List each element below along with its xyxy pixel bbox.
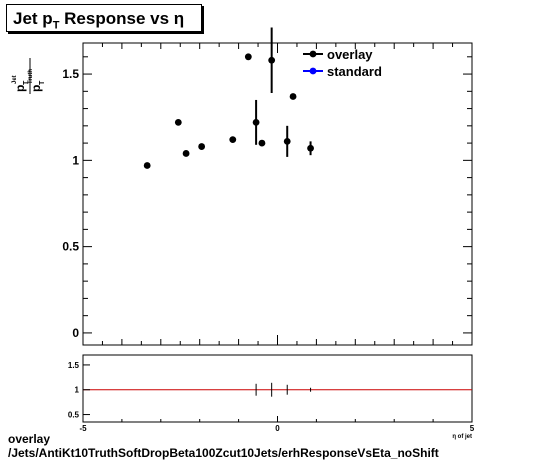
y-tick-label: 0.5 [62, 240, 79, 254]
data-point [283, 137, 291, 145]
data-point [307, 144, 314, 152]
footer-path: /Jets/AntiKt10TruthSoftDropBeta100Zcut10… [8, 446, 439, 460]
y-label-den-sub: T [39, 80, 46, 85]
data-point [268, 56, 276, 64]
main-plot-frame [82, 42, 473, 346]
y-label-num: p [13, 85, 27, 92]
legend-marker [309, 67, 317, 75]
y-label-num-sub: T [23, 80, 30, 85]
ratio-x-axis-label: η of jet [452, 434, 472, 440]
y-tick-label: 0 [72, 326, 79, 340]
y-tick-label: 1 [72, 153, 79, 167]
title-subscript: T [52, 19, 60, 32]
legend-label: standard [327, 64, 382, 79]
ratio-x-tick-label: -5 [79, 424, 87, 433]
footer-label: overlay [8, 432, 51, 446]
data-point [229, 136, 237, 144]
title-suffix: Response vs η [59, 9, 185, 28]
y-label-num-sup: Jet [12, 75, 18, 84]
data-point [289, 93, 297, 100]
y-tick-label: 1.5 [62, 67, 79, 81]
ratio-x-tick-label: 0 [275, 424, 280, 433]
data-point [252, 118, 260, 126]
ratio-y-tick-label: 1 [75, 386, 80, 395]
data-point [174, 118, 182, 126]
y-label-den-sup: Truth [28, 69, 34, 84]
data-point [198, 143, 206, 150]
legend-marker [309, 50, 317, 58]
ratio-plot-frame [82, 354, 473, 423]
ratio-y-tick-label: 0.5 [68, 411, 80, 420]
legend-label: overlay [327, 47, 373, 62]
data-point [182, 150, 190, 157]
y-label-den: p [29, 85, 43, 92]
ratio-y-tick-label: 1.5 [68, 361, 80, 370]
ratio-x-tick-label: 5 [470, 424, 475, 433]
title-prefix: Jet p [13, 9, 53, 28]
chart-title: Jet pT Response vs η [6, 4, 202, 32]
data-point [258, 139, 266, 147]
data-point [244, 53, 252, 61]
data-point [143, 162, 151, 169]
